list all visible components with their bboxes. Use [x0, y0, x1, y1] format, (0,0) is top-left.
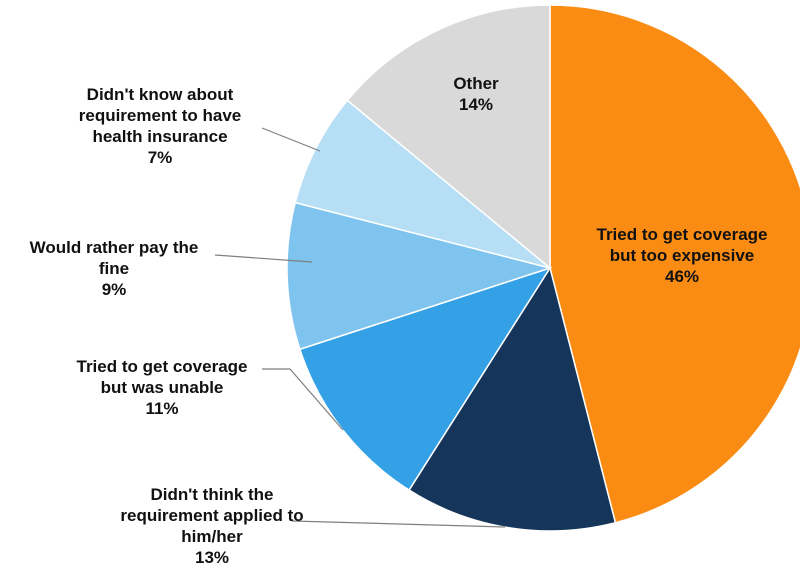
- slice-label-2-line-1: but was unable: [101, 378, 224, 397]
- slice-label-0-line-0: Tried to get coverage: [597, 225, 768, 244]
- pie-slice-0: [549, 4, 800, 524]
- slice-label-5: Other 14%: [453, 74, 499, 114]
- slice-value-label-1: 13%: [195, 548, 229, 567]
- slice-value-label-5: 14%: [459, 95, 493, 114]
- slice-value-label-4: 7%: [148, 148, 173, 167]
- slice-label-2: Tried to get coverage but was unable 11%: [77, 357, 248, 418]
- pie-slices: [286, 4, 800, 532]
- leader-lines: [214, 127, 506, 528]
- slice-label-1: Didn't think the requirement applied to hi…: [120, 485, 303, 567]
- pie-slice-3: [286, 201, 553, 351]
- slice-label-4-line-2: health insurance: [92, 127, 227, 146]
- slice-label-3: Would rather pay the fine 9%: [30, 238, 199, 299]
- leader-line-2: [262, 368, 344, 431]
- leader-line-1: [291, 520, 506, 528]
- slice-label-0: Tried to get coverage but too expensive 46…: [597, 225, 768, 286]
- slice-label-1-line-2: him/her: [181, 527, 243, 546]
- leader-line-4: [261, 127, 321, 152]
- slice-label-2-line-0: Tried to get coverage: [77, 357, 248, 376]
- slice-label-3-line-0: Would rather pay the: [30, 238, 199, 257]
- slice-label-5-line-0: Other: [453, 74, 499, 93]
- pie-slice-4: [294, 99, 551, 269]
- slice-label-1-line-1: requirement applied to: [120, 506, 303, 525]
- leader-line-3: [214, 254, 313, 263]
- slice-value-label-2: 11%: [145, 399, 178, 418]
- slice-label-4-line-0: Didn't know about: [87, 85, 234, 104]
- slice-label-4: Didn't know about requirement to have heal…: [79, 85, 242, 167]
- slice-label-1-line-0: Didn't think the: [150, 485, 273, 504]
- slice-value-label-0: 46%: [665, 267, 699, 286]
- pie-slice-1: [408, 266, 617, 532]
- slice-value-label-3: 9%: [102, 280, 127, 299]
- slice-label-4-line-1: requirement to have: [79, 106, 242, 125]
- slice-label-3-line-1: fine: [99, 259, 129, 278]
- slice-labels: Tried to get coverage but too expensive 46…: [30, 74, 768, 567]
- pie-slice-5: [346, 4, 551, 270]
- slice-label-0-line-1: but too expensive: [610, 246, 755, 265]
